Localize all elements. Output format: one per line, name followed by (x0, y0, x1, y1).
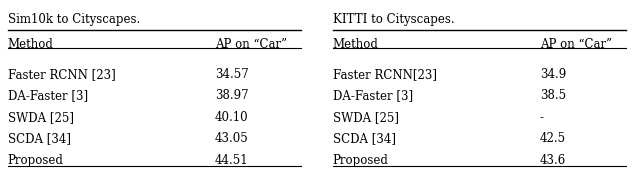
Text: 34.57: 34.57 (215, 68, 248, 81)
Text: Faster RCNN[23]: Faster RCNN[23] (333, 68, 436, 81)
Text: SWDA [25]: SWDA [25] (333, 111, 399, 124)
Text: 43.05: 43.05 (215, 132, 248, 145)
Text: DA-Faster [3]: DA-Faster [3] (8, 89, 88, 102)
Text: -: - (540, 111, 544, 124)
Text: AP on “Car”: AP on “Car” (215, 38, 287, 51)
Text: AP on “Car”: AP on “Car” (540, 38, 612, 51)
Text: 42.5: 42.5 (540, 132, 566, 145)
Text: 38.97: 38.97 (215, 89, 248, 102)
Text: Sim10k to Cityscapes.: Sim10k to Cityscapes. (8, 13, 140, 26)
Text: SWDA [25]: SWDA [25] (8, 111, 74, 124)
Text: Proposed: Proposed (8, 154, 63, 167)
Text: Method: Method (8, 38, 54, 51)
Text: Method: Method (333, 38, 379, 51)
Text: 38.5: 38.5 (540, 89, 566, 102)
Text: Faster RCNN [23]: Faster RCNN [23] (8, 68, 115, 81)
Text: SCDA [34]: SCDA [34] (8, 132, 71, 145)
Text: DA-Faster [3]: DA-Faster [3] (333, 89, 413, 102)
Text: 34.9: 34.9 (540, 68, 566, 81)
Text: 40.10: 40.10 (215, 111, 248, 124)
Text: KITTI to Cityscapes.: KITTI to Cityscapes. (333, 13, 454, 26)
Text: Proposed: Proposed (333, 154, 388, 167)
Text: 43.6: 43.6 (540, 154, 566, 167)
Text: 44.51: 44.51 (215, 154, 248, 167)
Text: SCDA [34]: SCDA [34] (333, 132, 396, 145)
